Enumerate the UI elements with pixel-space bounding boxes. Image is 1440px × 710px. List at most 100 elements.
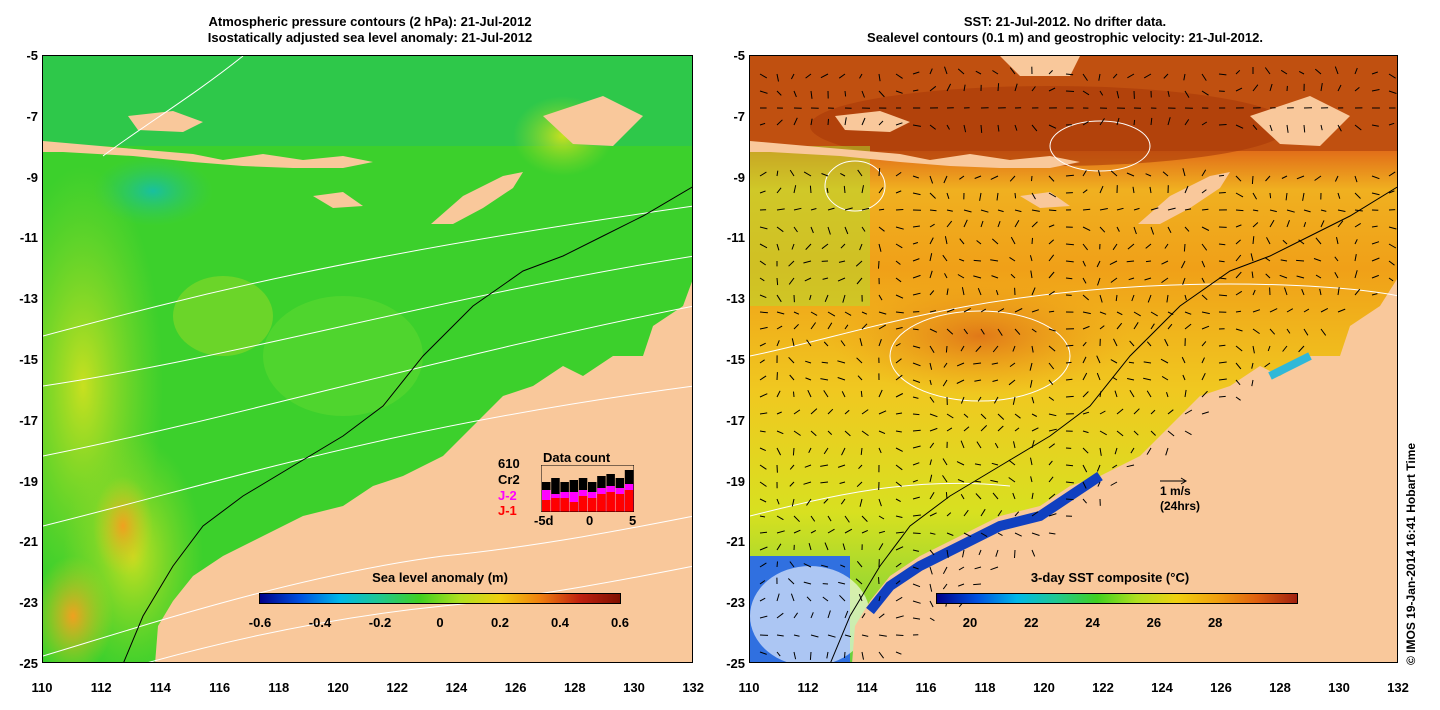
velocity-vector (1284, 287, 1288, 296)
velocity-vector (776, 340, 780, 347)
velocity-vector (1286, 328, 1291, 334)
velocity-vector (962, 549, 965, 558)
velocity-vector (1314, 175, 1322, 181)
velocity-vector (776, 119, 783, 126)
velocity-vector (1334, 175, 1339, 182)
data-count-title: Data count (543, 450, 611, 465)
velocity-vector (1269, 328, 1276, 335)
velocity-vector (1127, 243, 1135, 250)
velocity-vector (1337, 84, 1342, 92)
velocity-vector (1286, 124, 1289, 133)
left-title: Atmospheric pressure contours (2 hPa): 2… (100, 14, 640, 46)
velocity-vector (980, 220, 984, 228)
data-count-legend-cr2: Cr2 (498, 472, 520, 487)
velocity-vector (895, 90, 903, 94)
velocity-vector (963, 209, 972, 213)
velocity-vector (789, 374, 795, 381)
velocity-vector (1149, 186, 1152, 194)
velocity-vector (1048, 254, 1055, 262)
velocity-vector (776, 243, 780, 251)
velocity-vector (1252, 309, 1261, 313)
velocity-vector (963, 307, 971, 313)
axis-right-x-tick: 122 (1092, 680, 1114, 695)
velocity-vector (1235, 362, 1242, 370)
velocity-vector (895, 122, 903, 126)
velocity-vector (1012, 396, 1016, 405)
velocity-vector (1235, 254, 1242, 262)
velocity-vector (963, 124, 967, 133)
velocity-vector (946, 549, 949, 558)
right-title-line1: SST: 21-Jul-2012. No drifter data. (963, 14, 1167, 29)
velocity-vector (912, 328, 919, 331)
sst-map[interactable] (749, 55, 1398, 663)
velocity-vector (1082, 277, 1087, 284)
velocity-vector (1031, 549, 1036, 557)
velocity-vector (1235, 290, 1243, 296)
velocity-vector (1201, 73, 1207, 81)
velocity-vector (942, 458, 948, 466)
velocity-vector (1251, 175, 1254, 185)
velocity-vector (1096, 260, 1101, 268)
velocity-vector (1145, 260, 1152, 263)
velocity-vector (1099, 447, 1102, 456)
velocity-vector (1099, 185, 1104, 194)
velocity-vector (838, 73, 846, 79)
velocity-vector (895, 358, 902, 364)
velocity-vector (1251, 379, 1254, 387)
velocity-vector (1354, 87, 1360, 92)
velocity-vector (1082, 372, 1088, 381)
velocity-vector (1082, 311, 1091, 315)
velocity-vector (1269, 219, 1275, 228)
velocity-vector (1319, 288, 1322, 296)
velocity-vector (878, 430, 886, 435)
velocity-vector (1269, 308, 1278, 313)
velocity-vector (1065, 395, 1074, 398)
left-cbar-ticks-tick: -0.2 (368, 615, 392, 630)
velocity-vector (1065, 73, 1074, 76)
velocity-vector (1315, 237, 1322, 245)
velocity-vector (861, 90, 865, 98)
velocity-vector (1167, 207, 1176, 211)
velocity-vector (960, 345, 965, 352)
velocity-vector (1144, 277, 1152, 281)
velocity-vector (974, 463, 982, 466)
velocity-vector (929, 192, 936, 199)
velocity-vector (1371, 175, 1380, 180)
velocity-vector (912, 192, 921, 196)
velocity-vector (1388, 226, 1397, 230)
right-cbar-ticks-tick: 24 (1085, 615, 1100, 630)
velocity-vector (1218, 243, 1226, 246)
velocity-vector (1082, 391, 1089, 398)
velocity-vector (1008, 379, 1016, 386)
velocity-vector (1126, 464, 1135, 468)
velocity-vector (878, 410, 887, 415)
velocity-vector (1165, 447, 1169, 456)
histogram-bar (578, 496, 588, 512)
velocity-vector (759, 651, 767, 655)
velocity-vector (791, 243, 795, 250)
velocity-vector (826, 651, 829, 659)
velocity-vector (788, 260, 795, 267)
velocity-vector (1183, 73, 1186, 81)
velocity-vector (793, 207, 802, 211)
velocity-vector (895, 209, 904, 211)
velocity-vector (810, 612, 814, 619)
velocity-vector (946, 220, 953, 228)
velocity-vector (1031, 209, 1040, 212)
velocity-vector (1266, 237, 1271, 245)
sea-level-anomaly-map[interactable] (42, 55, 693, 663)
velocity-vector (1265, 175, 1271, 182)
right-title-line2: Sealevel contours (0.1 m) and geostrophi… (867, 30, 1263, 45)
velocity-vector (991, 462, 999, 466)
velocity-vector (1129, 340, 1135, 347)
velocity-vector (996, 192, 999, 201)
velocity-vector (912, 514, 921, 517)
velocity-vector (929, 474, 933, 483)
velocity-vector (878, 515, 885, 520)
velocity-vector (759, 375, 767, 381)
velocity-vector (997, 209, 1004, 213)
velocity-vector (1184, 208, 1192, 211)
velocity-vector (776, 277, 779, 286)
velocity-vector (1337, 192, 1341, 199)
velocity-vector (895, 277, 902, 283)
